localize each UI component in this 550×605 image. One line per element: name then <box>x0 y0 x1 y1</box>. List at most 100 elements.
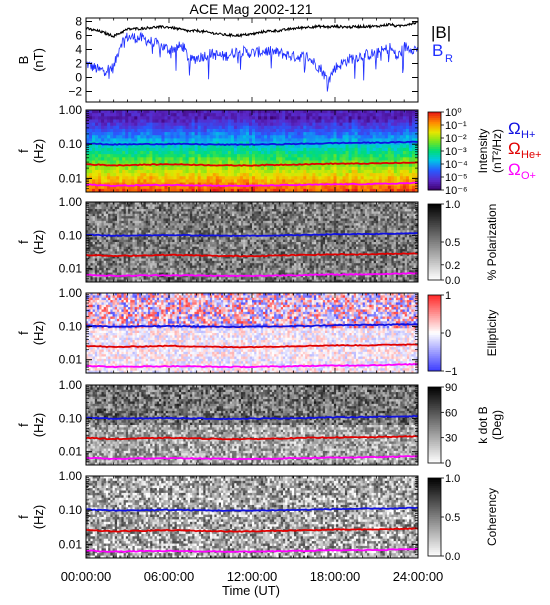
heatmap-cell <box>264 126 267 130</box>
heatmap-cell <box>135 266 138 269</box>
heatmap-cell <box>194 221 197 224</box>
heatmap-cell <box>294 154 297 158</box>
heatmap-cell <box>385 186 388 190</box>
heatmap-cell <box>324 126 327 130</box>
heatmap-cell <box>264 123 267 127</box>
heatmap-cell <box>171 148 174 152</box>
heatmap-cell <box>92 179 95 183</box>
heatmap-cell <box>89 186 92 190</box>
heatmap-cell <box>210 173 213 177</box>
heatmap-cell <box>194 237 197 240</box>
heatmap-cell <box>312 113 315 117</box>
heatmap-cell <box>210 123 213 127</box>
heatmap-cell <box>370 157 373 161</box>
heatmap-cell <box>152 173 155 177</box>
heatmap-cell <box>88 242 91 245</box>
heatmap-cell <box>131 129 134 133</box>
heatmap-cell <box>158 123 161 127</box>
heatmap-cell <box>137 148 140 152</box>
heatmap-cell <box>376 145 379 149</box>
heatmap-cell <box>309 145 312 149</box>
heatmap-cell <box>270 129 273 133</box>
heatmap-cell <box>155 251 158 254</box>
heatmap-cell <box>234 129 237 133</box>
heatmap-cell <box>288 167 291 171</box>
heatmap-cell <box>409 132 412 136</box>
heatmap-cell <box>282 110 285 114</box>
heatmap-cell <box>115 266 118 269</box>
heatmap-cell <box>240 126 243 130</box>
heatmap-cell <box>267 116 270 120</box>
heatmap-cell <box>388 148 391 152</box>
heatmap-cell <box>115 244 118 247</box>
heatmap-cell <box>161 214 164 217</box>
heatmap-cell <box>201 266 204 269</box>
heatmap-cell <box>131 151 134 155</box>
heatmap-cell <box>367 179 370 183</box>
heatmap-cell <box>175 228 178 231</box>
heatmap-cell <box>391 164 394 168</box>
panel-b-ytick-label: 8 <box>75 15 82 29</box>
heatmap-cell <box>400 113 403 117</box>
heatmap-cell <box>189 119 192 123</box>
heatmap-cell <box>113 138 116 142</box>
heatmap-cell <box>161 135 164 139</box>
heatmap-cell <box>315 179 318 183</box>
heatmap-cell <box>204 119 207 123</box>
heatmap-cell <box>337 148 340 152</box>
heatmap-cell <box>219 135 222 139</box>
heatmap-cell <box>270 110 273 114</box>
heatmap-cell <box>297 157 300 161</box>
heatmap-cell <box>373 135 376 139</box>
heatmap-cell <box>188 266 191 269</box>
heatmap-cell <box>122 170 125 174</box>
heatmap-cell <box>134 173 137 177</box>
heatmap-cell <box>92 123 95 127</box>
heatmap-cell <box>164 119 167 123</box>
heatmap-cell <box>108 244 111 247</box>
heatmap-cell <box>158 173 161 177</box>
panel-intensity-ytick-label: 1.00 <box>59 103 83 117</box>
heatmap-cell <box>388 123 391 127</box>
heatmap-cell <box>204 126 207 130</box>
heatmap-cell <box>122 148 125 152</box>
heatmap-cell <box>95 216 98 219</box>
heatmap-cell <box>137 119 140 123</box>
panel-intensity-colorbar-title: Intensity(nT²/Hz) <box>476 129 504 174</box>
heatmap-cell <box>385 167 388 171</box>
heatmap-cell <box>207 148 210 152</box>
heatmap-cell <box>194 216 197 219</box>
panel-intensity-ylabel-unit: (Hz) <box>31 139 46 164</box>
heatmap-cell <box>177 186 180 190</box>
heatmap-cell <box>249 116 252 120</box>
heatmap-cell <box>270 173 273 177</box>
heatmap-cell <box>115 230 118 233</box>
heatmap-cell <box>128 237 131 240</box>
heatmap-cell <box>318 123 321 127</box>
heatmap-cell <box>373 157 376 161</box>
heatmap-cell <box>309 116 312 120</box>
heatmap-cell <box>237 154 240 158</box>
heatmap-cell <box>201 209 204 212</box>
heatmap-cell <box>222 148 225 152</box>
heatmap-cell <box>155 263 158 266</box>
heatmap-cell <box>352 113 355 117</box>
heatmap-cell <box>361 151 364 155</box>
heatmap-cell <box>394 126 397 130</box>
heatmap-cell <box>279 154 282 158</box>
heatmap-cell <box>409 116 412 120</box>
heatmap-cell <box>125 110 128 114</box>
heatmap-cell <box>180 151 183 155</box>
heatmap-cell <box>98 170 101 174</box>
heatmap-cell <box>409 170 412 174</box>
heatmap-cell <box>198 167 201 171</box>
heatmap-cell <box>122 173 125 177</box>
heatmap-cell <box>210 157 213 161</box>
heatmap-cell <box>355 145 358 149</box>
heatmap-cell <box>261 151 264 155</box>
heatmap-cell <box>252 116 255 120</box>
heatmap-cell <box>367 123 370 127</box>
heatmap-cell <box>291 138 294 142</box>
heatmap-cell <box>119 176 122 180</box>
heatmap-cell <box>155 176 158 180</box>
